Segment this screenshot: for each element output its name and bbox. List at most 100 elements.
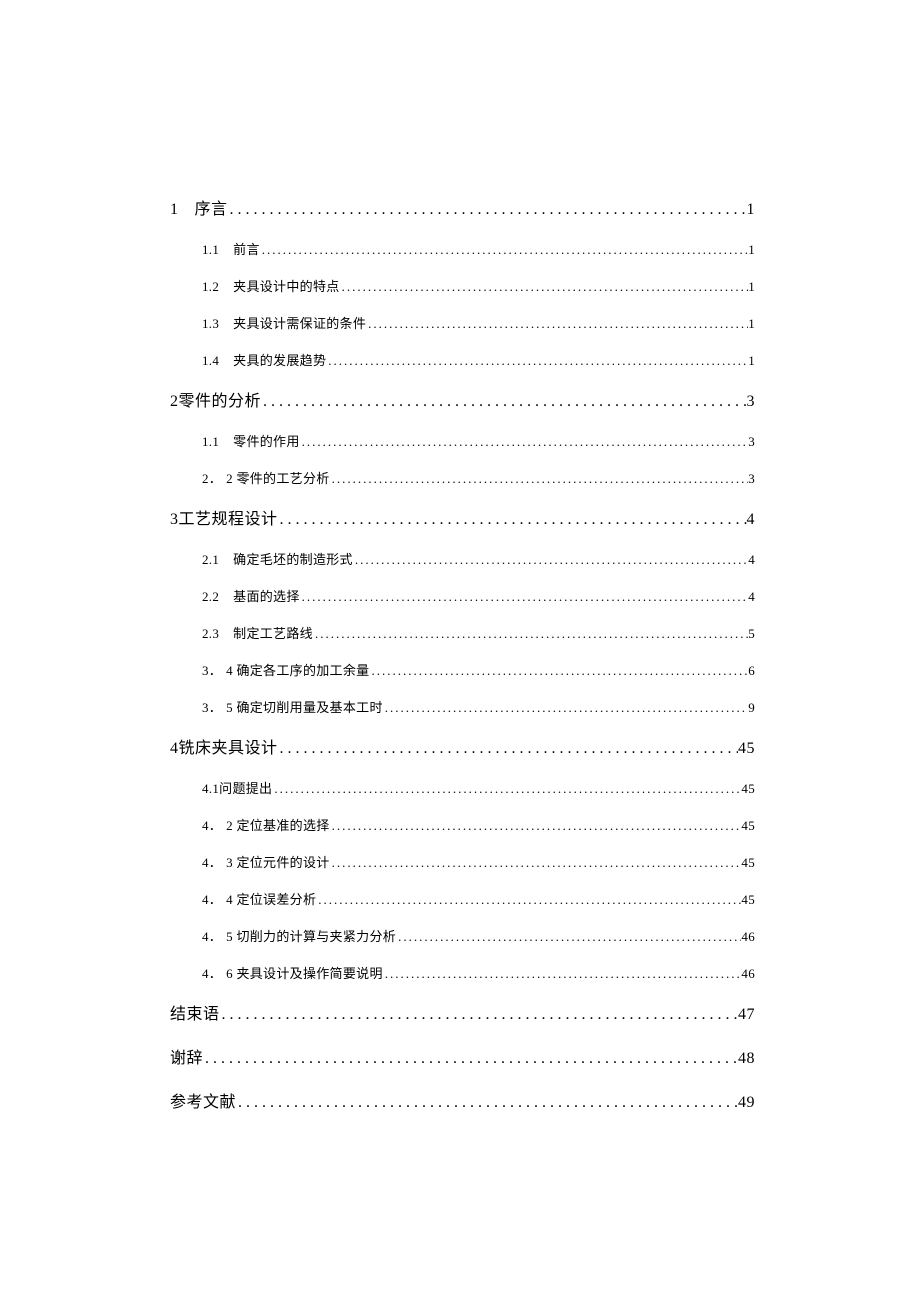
toc-entry-page: 4 [748,552,755,568]
toc-leader-dots: ........................................… [313,626,748,642]
toc-leader-dots: ........................................… [326,353,748,369]
toc-leader-dots: ........................................… [203,1050,738,1068]
toc-entry-page: 45 [741,781,755,797]
toc-entry-title: 6 夹具设计及操作简要说明 [226,963,383,982]
toc-entry-number: 2 [170,393,179,411]
toc-entry-number: 3． [202,660,222,679]
toc-leader-dots: ........................................… [278,511,747,529]
toc-entry: 1.1 零件的作用 ...............................… [170,431,755,450]
toc-leader-dots: ........................................… [383,700,748,716]
toc-entry: 谢辞......................................… [170,1044,755,1068]
toc-entry-page: 1 [748,279,755,295]
toc-entry: 1.1前言...................................… [170,239,755,258]
toc-entry: 4．4 定位误差分析 .............................… [170,889,755,908]
table-of-contents: 1 序言.....................................… [0,0,920,1112]
toc-leader-dots: ........................................… [220,1006,738,1024]
toc-entry-number: 1.1 [202,434,219,450]
toc-entry-page: 4 [747,511,756,529]
toc-entry-page: 4 [748,589,755,605]
toc-leader-dots: ........................................… [383,966,742,982]
toc-entry: 4.1问题提出 ................................… [170,778,755,797]
toc-entry-title: 零件的分析 [179,387,262,411]
toc-entry-page: 6 [748,663,755,679]
toc-entry: 2．2 零件的工艺分析 ............................… [170,468,755,487]
toc-entry-page: 46 [741,966,755,982]
toc-leader-dots: ........................................… [272,781,741,797]
toc-entry-page: 5 [748,626,755,642]
toc-leader-dots: ........................................… [330,471,749,487]
toc-leader-dots: ........................................… [396,929,741,945]
toc-entry-title: 确定毛坯的制造形式 [233,549,353,568]
toc-entry-number: 2.1 [202,552,219,568]
toc-entry: 1.3 夹具设计需保证的条件...........................… [170,313,755,332]
toc-entry-page: 45 [738,740,755,758]
toc-entry: 3．5 确定切削用量及基本工时 ........................… [170,697,755,716]
toc-entry: 4铣床夹具设计.................................… [170,734,755,758]
toc-entry-title: 工艺规程设计 [179,505,278,529]
toc-entry-title: 问题提出 [219,778,272,797]
toc-entry-number: 1.2 [202,279,219,295]
toc-entry-number: 4． [202,963,222,982]
toc-entry-page: 48 [738,1050,755,1068]
toc-leader-dots: ........................................… [278,740,738,758]
toc-entry: 结束语.....................................… [170,1000,755,1024]
toc-entry-page: 1 [748,353,755,369]
toc-leader-dots: ........................................… [369,663,748,679]
toc-leader-dots: ........................................… [300,434,749,450]
toc-entry-number: 2.3 [202,626,219,642]
toc-entry-title: 5 切削力的计算与夹紧力分析 [226,926,396,945]
toc-entry-number: 4． [202,815,222,834]
toc-leader-dots: ........................................… [330,855,742,871]
toc-entry: 1.2 夹具设计中的特点.............................… [170,276,755,295]
toc-entry: 2.1 确定毛坯的制造形式 ...........................… [170,549,755,568]
toc-leader-dots: ........................................… [353,552,748,568]
toc-entry: 2零件的分析..................................… [170,387,755,411]
toc-entry-title: 2 零件的工艺分析 [226,468,329,487]
toc-entry-number: 3． [202,697,222,716]
toc-entry: 3工艺规程设计.................................… [170,505,755,529]
toc-entry: 3．4 确定各工序的加工余量 .........................… [170,660,755,679]
toc-entry-number: 3 [170,511,179,529]
toc-entry-page: 3 [748,434,755,450]
toc-entry-title: 2 定位基准的选择 [226,815,329,834]
toc-entry-page: 45 [741,892,755,908]
toc-entry-page: 49 [738,1094,755,1112]
toc-entry: 4．2 定位基准的选择 ............................… [170,815,755,834]
toc-entry-number: 1.3 [202,316,219,332]
toc-entry-page: 47 [738,1006,755,1024]
toc-entry-title: 5 确定切削用量及基本工时 [226,697,383,716]
toc-entry-page: 1 [747,201,756,219]
toc-entry-page: 3 [747,393,756,411]
toc-leader-dots: ........................................… [340,279,749,295]
toc-entry-title: 夹具设计中的特点 [233,276,339,295]
toc-entry: 2.2基面的选择................................… [170,586,755,605]
toc-entry-title: 4 确定各工序的加工余量 [226,660,369,679]
toc-entries-container: 1 序言.....................................… [170,195,755,1112]
toc-leader-dots: ........................................… [366,316,748,332]
toc-entry-title: 夹具的发展趋势 [233,350,326,369]
toc-entry-number: 1 [170,201,179,219]
toc-entry-title: 序言 [195,195,228,219]
toc-entry-number: 1.4 [202,353,219,369]
toc-entry: 1 序言.....................................… [170,195,755,219]
toc-entry-page: 3 [748,471,755,487]
toc-entry-title: 夹具设计需保证的条件 [233,313,366,332]
toc-entry-number: 4． [202,889,222,908]
toc-entry-number: 2.2 [202,589,219,605]
toc-entry: 2.3 制定工艺路线...............................… [170,623,755,642]
toc-leader-dots: ........................................… [236,1094,738,1112]
toc-entry-title: 铣床夹具设计 [179,734,278,758]
toc-entry: 4．6 夹具设计及操作简要说明 ........................… [170,963,755,982]
toc-entry-title: 制定工艺路线 [233,623,313,642]
toc-entry: 4．3 定位元件的设计 ............................… [170,852,755,871]
toc-leader-dots: ........................................… [228,201,747,219]
toc-entry-page: 9 [748,700,755,716]
toc-entry-title: 零件的作用 [233,431,300,450]
toc-entry-number: 4． [202,852,222,871]
toc-entry-title: 4 定位误差分析 [226,889,316,908]
toc-entry-title: 谢辞 [170,1044,203,1068]
toc-entry-title: 前言 [233,239,260,258]
toc-entry-title: 结束语 [170,1000,220,1024]
toc-entry-page: 46 [741,929,755,945]
toc-entry-number: 2． [202,468,222,487]
